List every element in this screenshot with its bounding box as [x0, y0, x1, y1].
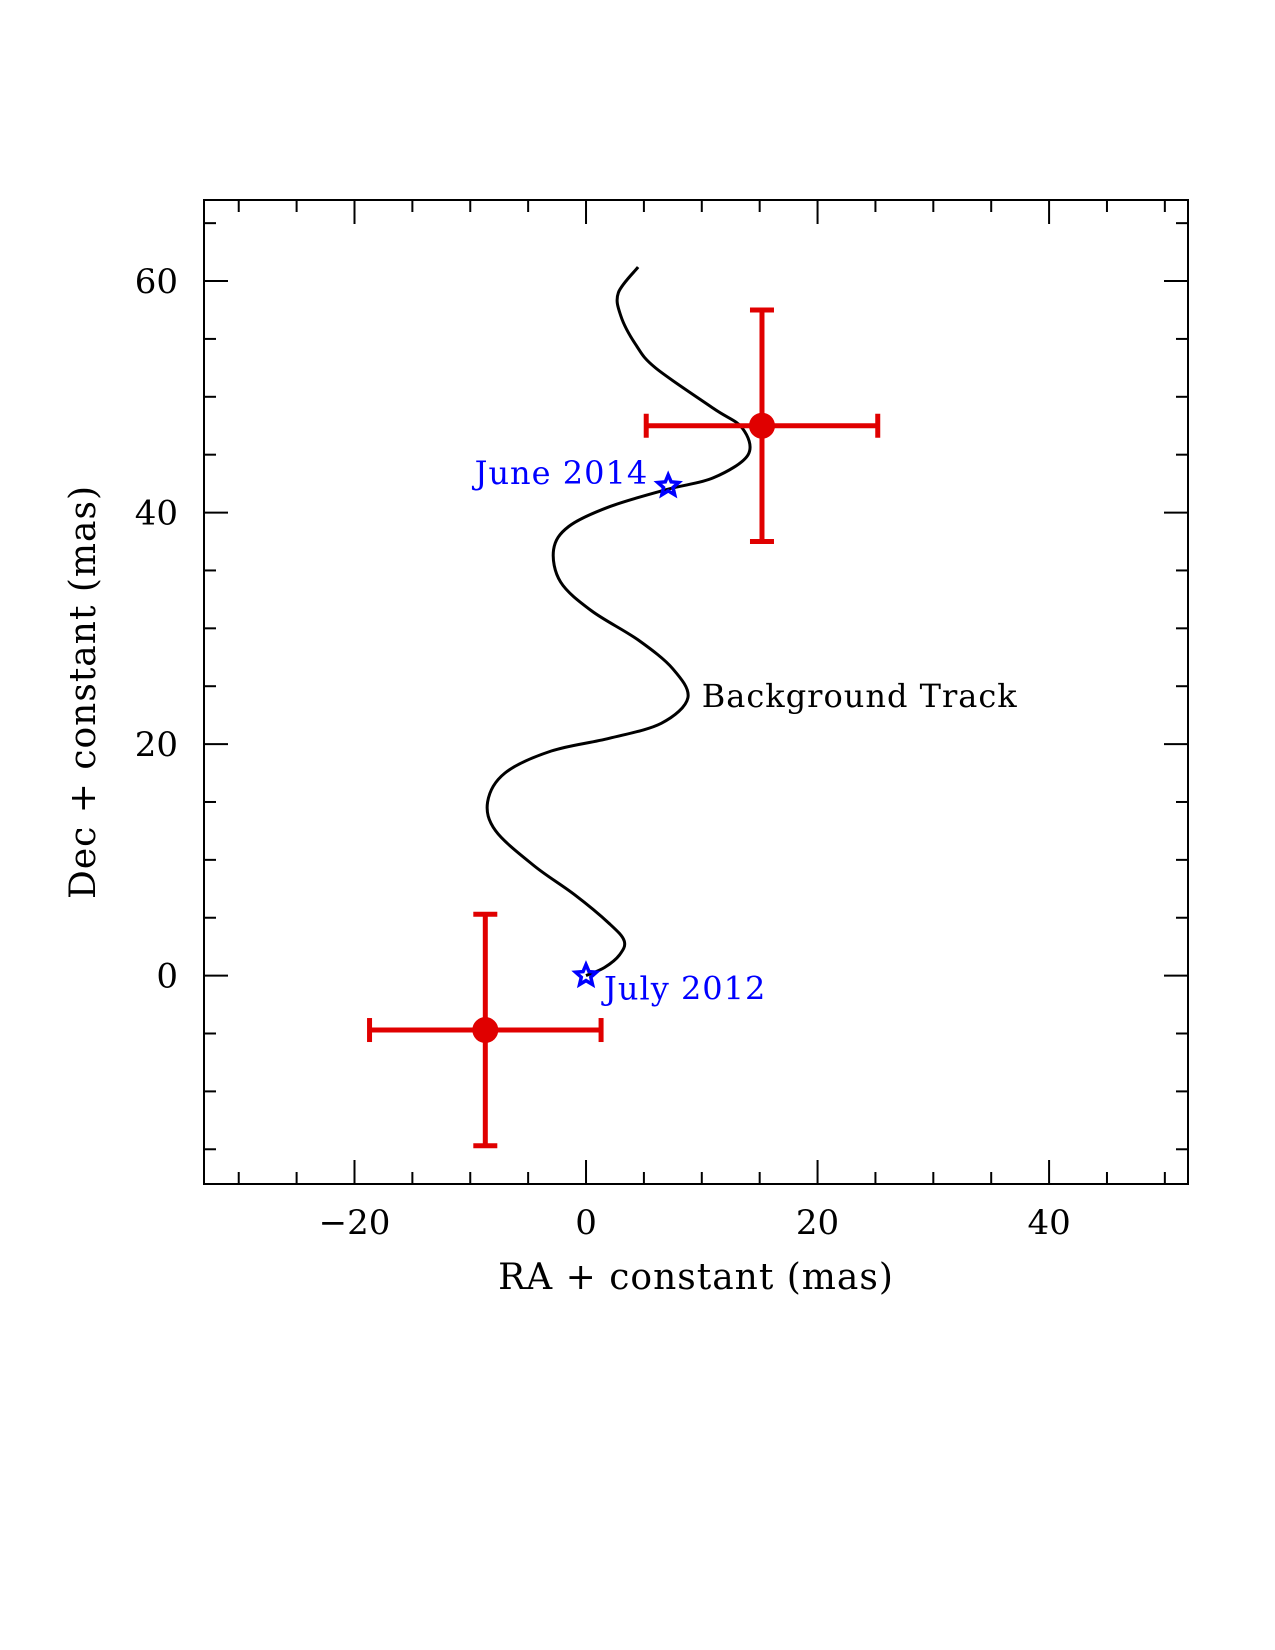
star-icon — [571, 960, 601, 989]
y-tick-label: 20 — [135, 725, 178, 765]
plot-frame — [203, 199, 1189, 1185]
measurement-dot — [472, 1017, 499, 1044]
y-axis-title: Dec + constant (mas) — [63, 485, 104, 899]
measurement-point — [367, 911, 604, 1149]
measurement-layer — [367, 307, 881, 1149]
star-icon — [653, 470, 683, 499]
track-annotation: Background Track — [702, 677, 1018, 715]
epoch-label: June 2014 — [472, 454, 649, 492]
x-tick-label: 20 — [796, 1203, 839, 1243]
background-track-line — [485, 266, 752, 977]
x-axis-title: RA + constant (mas) — [498, 1257, 894, 1298]
x-tick-label: 40 — [1027, 1203, 1070, 1243]
x-tick-label: −20 — [319, 1203, 391, 1243]
epoch-marker: July 2012 — [571, 960, 766, 1008]
y-tick-label: 0 — [156, 957, 178, 997]
y-tick-label: 60 — [135, 262, 178, 302]
epoch-label: July 2012 — [601, 970, 766, 1008]
axis-ticks: −20 0 20 40 0 20 40 60 — [135, 200, 1188, 1243]
measurement-dot — [748, 412, 775, 439]
labels-layer: RA + constant (mas) Dec + constant (mas)… — [63, 485, 1018, 1298]
background-track-layer — [485, 266, 752, 977]
x-tick-label: 0 — [575, 1203, 597, 1243]
measurement-point — [643, 307, 881, 545]
epoch-marker: June 2014 — [472, 454, 683, 499]
y-tick-label: 40 — [135, 494, 178, 534]
epoch-markers-layer: July 2012 June 2014 — [472, 454, 766, 1008]
